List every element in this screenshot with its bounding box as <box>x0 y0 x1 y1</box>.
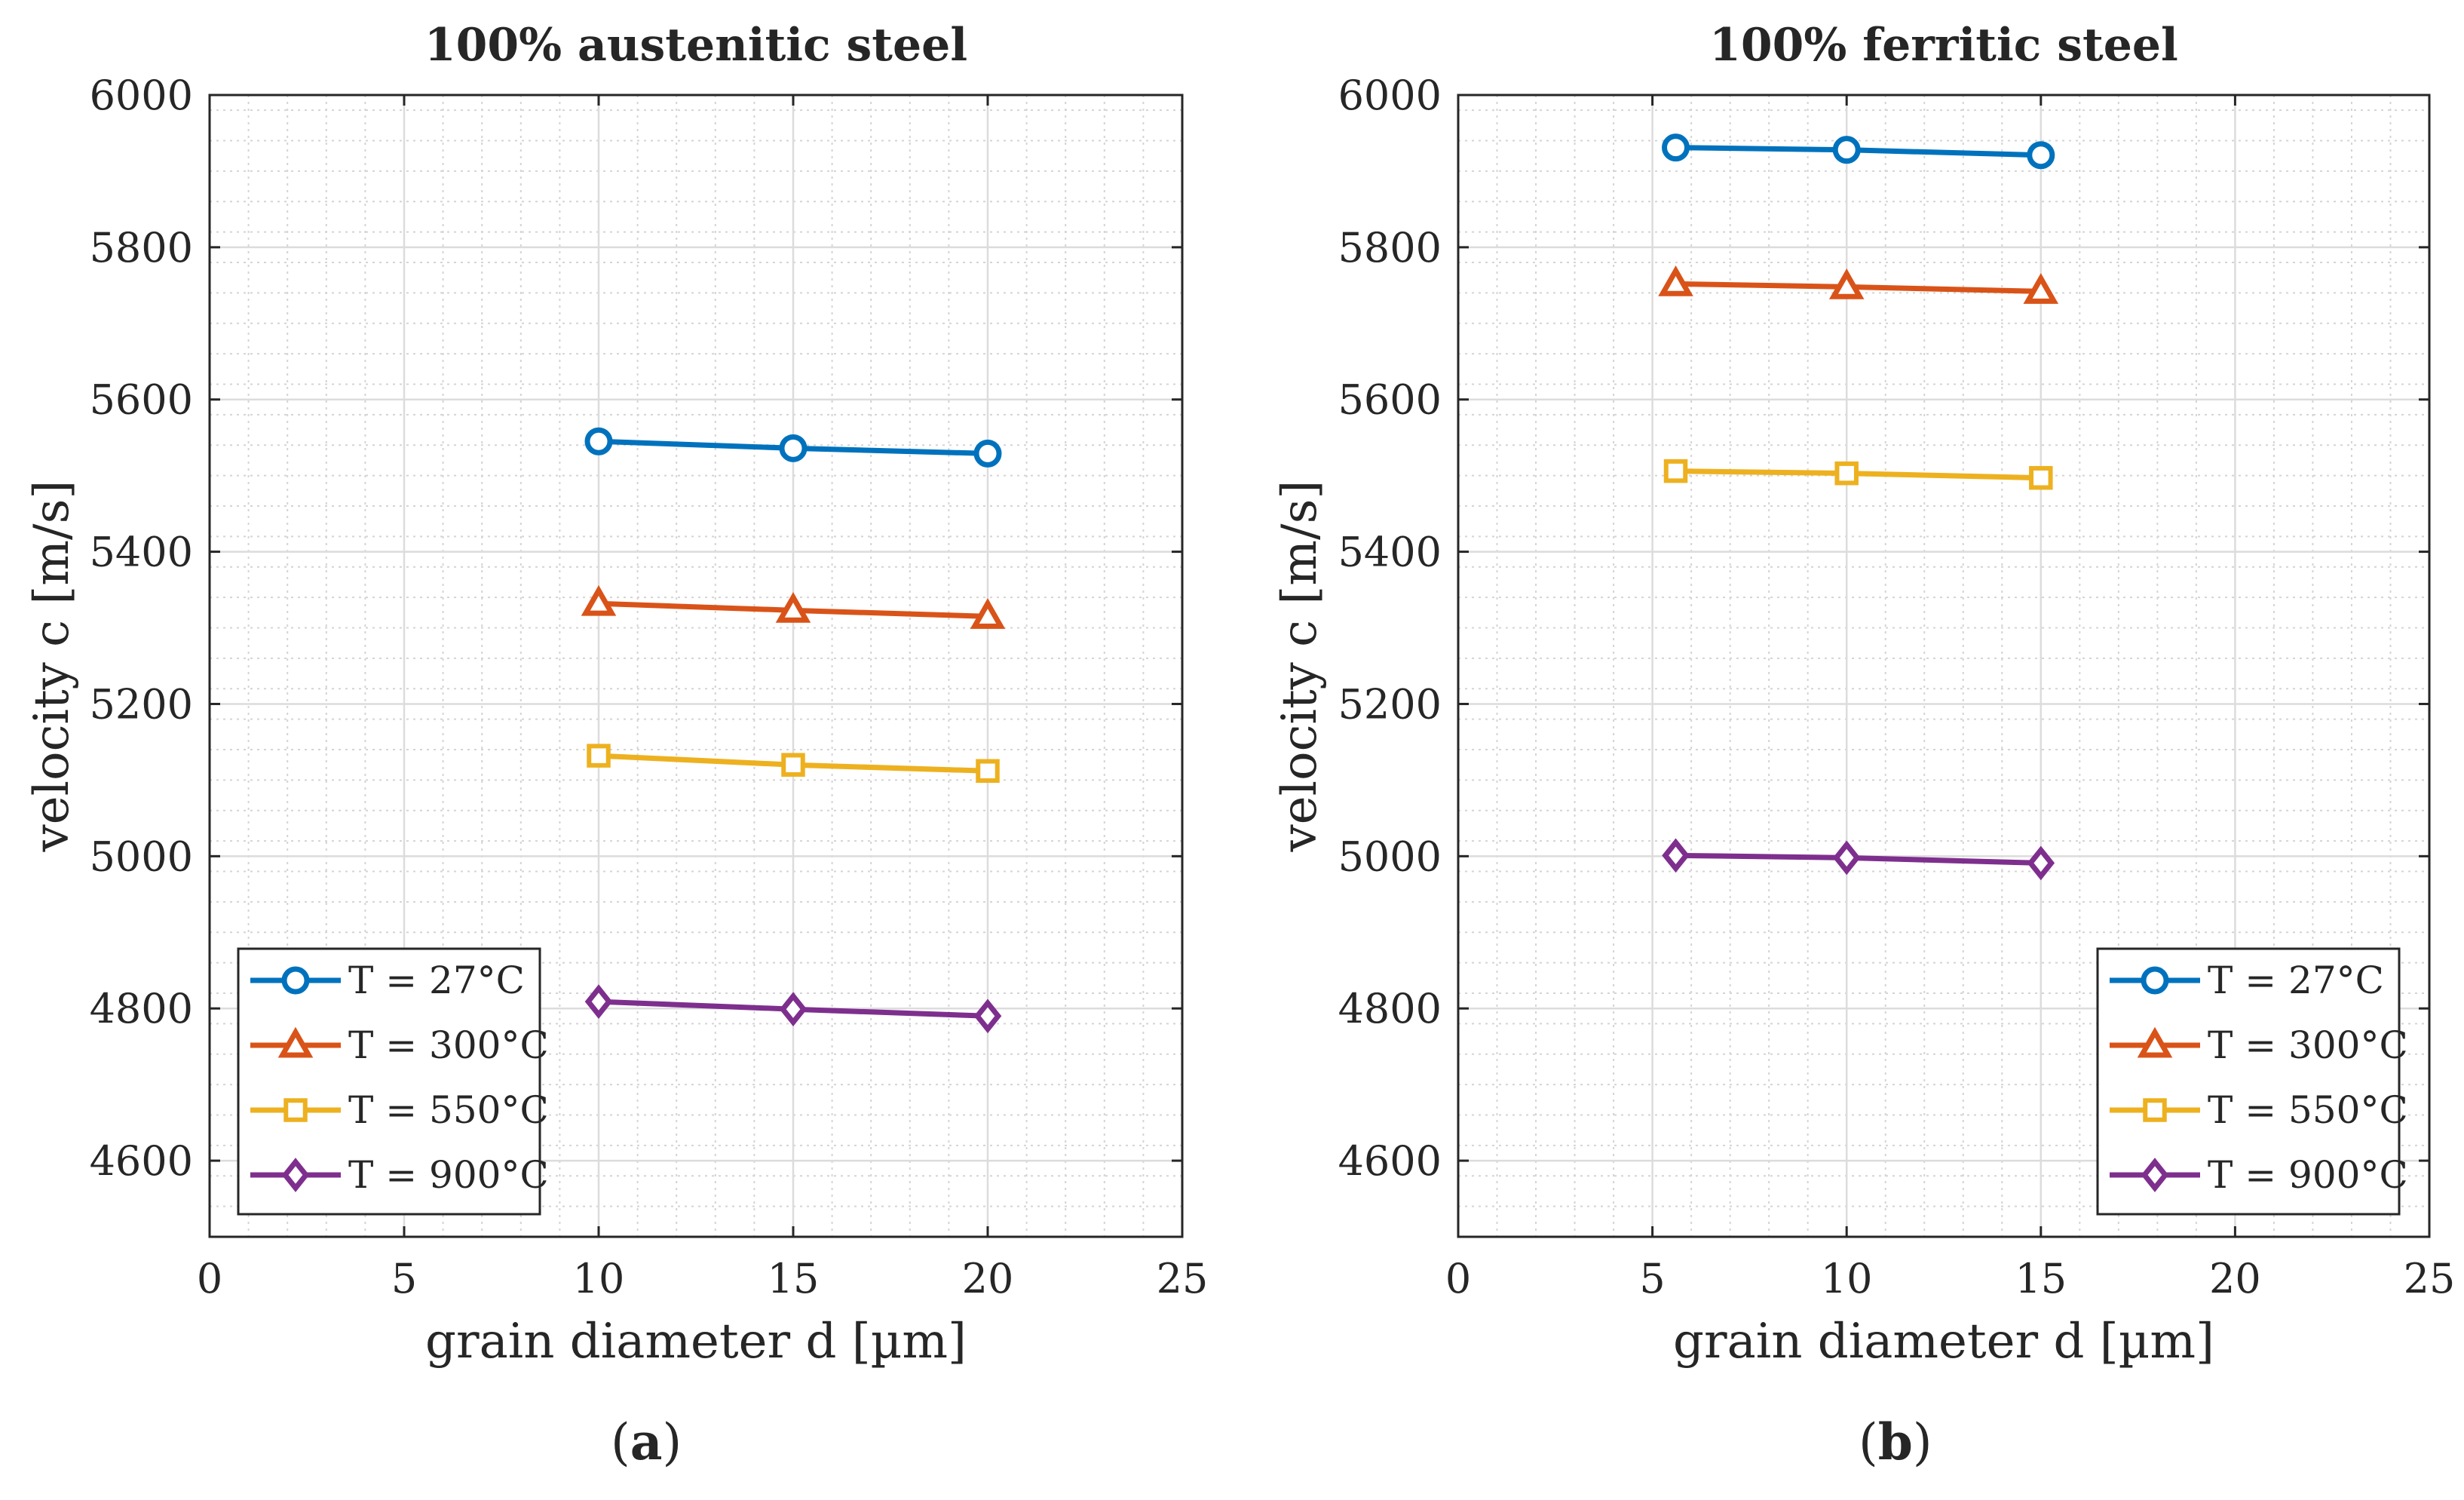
data-point <box>970 598 1006 629</box>
series-1 <box>581 584 1006 629</box>
legend-marker <box>281 966 310 995</box>
legend-marker <box>2143 1098 2167 1122</box>
series-3 <box>584 984 1002 1034</box>
series-1 <box>1658 265 2059 304</box>
chart-title: 100% austenitic steel <box>424 19 967 72</box>
y-axis-label: velocity c [m/s] <box>24 480 80 853</box>
legend-label: T = 27°C <box>2208 959 2384 1002</box>
data-point <box>779 434 808 462</box>
axes-box <box>1457 94 2431 1238</box>
legend-marker <box>2137 1026 2173 1058</box>
data-point <box>1662 133 1690 162</box>
legend: T = 27°C T = 300°C T = 550°C T = 900°C <box>2096 947 2408 1216</box>
data-point <box>1832 840 1861 876</box>
legend-label: T = 300°C <box>2208 1023 2408 1067</box>
x-tick-label: 15 <box>768 1255 820 1302</box>
x-tick-label: 20 <box>962 1255 1014 1302</box>
x-tick-label: 5 <box>391 1255 417 1302</box>
y-tick-label: 4800 <box>90 985 193 1032</box>
legend-label: T = 550°C <box>2208 1088 2408 1132</box>
legend-marker <box>281 1158 310 1192</box>
y-tick-label: 4600 <box>90 1137 193 1185</box>
legend-label: T = 27°C <box>348 959 525 1002</box>
data-point <box>1658 265 1693 296</box>
x-tick-label: 25 <box>1157 1255 1209 1302</box>
data-point <box>2027 845 2055 881</box>
data-point <box>976 759 1000 784</box>
series-0 <box>1662 133 2055 170</box>
panel-label: (a) <box>611 1413 682 1471</box>
series-2 <box>587 744 1000 784</box>
x-tick-label: 0 <box>197 1255 222 1302</box>
legend-marker <box>2141 966 2169 995</box>
y-tick-label: 4600 <box>1338 1137 1442 1185</box>
data-point <box>2027 141 2055 170</box>
panel-a: 0 5 10 15 20 25 4600 4800 5000 5200 5400 5600 5800 60… <box>24 19 1208 1471</box>
data-point <box>584 984 613 1019</box>
y-tick-label: 5200 <box>90 680 193 728</box>
data-point <box>1834 461 1859 486</box>
series-0 <box>584 427 1002 468</box>
y-tick-label: 5800 <box>90 224 193 271</box>
data-point <box>779 992 808 1027</box>
chart-title: 100% ferritic steel <box>1709 19 2178 72</box>
series-3 <box>1662 838 2055 881</box>
data-point <box>973 439 1002 468</box>
y-tick-label: 6000 <box>1338 72 1442 119</box>
data-point <box>584 427 613 456</box>
legend-label: T = 900°C <box>2208 1153 2408 1197</box>
panel-label-close: ) <box>1913 1413 1932 1471</box>
y-tick-label: 5600 <box>1338 376 1442 424</box>
legend-label: T = 550°C <box>348 1088 549 1132</box>
x-tick-label: 15 <box>2015 1255 2067 1302</box>
panel-label: (b) <box>1859 1413 1932 1471</box>
x-tick-label: 25 <box>2404 1255 2456 1302</box>
series-2 <box>1663 459 2053 490</box>
axes-box <box>208 94 1184 1238</box>
x-axis-label: grain diameter d [µm] <box>1673 1314 2214 1370</box>
x-axis-label: grain diameter d [µm] <box>425 1314 967 1370</box>
x-tick-label: 10 <box>573 1255 625 1302</box>
y-tick-label: 5400 <box>1338 529 1442 576</box>
legend-marker <box>277 1026 314 1058</box>
panel-label-open: ( <box>1859 1413 1878 1471</box>
x-tick-label: 5 <box>1639 1255 1665 1302</box>
y-tick-label: 6000 <box>90 72 193 119</box>
data-point <box>1828 268 1865 299</box>
y-tick-label: 5600 <box>90 376 193 424</box>
y-tick-label: 5000 <box>1338 833 1442 880</box>
data-point <box>973 998 1002 1034</box>
y-tick-label: 5400 <box>90 529 193 576</box>
y-tick-label: 5200 <box>1338 680 1442 728</box>
panel-label-close: ) <box>663 1413 682 1471</box>
panel-label-letter: b <box>1878 1413 1913 1471</box>
panel-label-open: ( <box>611 1413 630 1471</box>
data-point <box>2023 273 2059 304</box>
data-point <box>781 753 805 777</box>
legend: T = 27°C T = 300°C T = 550°C T = 900°C <box>237 947 549 1216</box>
data-point <box>587 744 611 768</box>
panel-b: 0 5 10 15 20 25 4600 4800 5000 5200 5400 5600 5800 60… <box>1272 19 2455 1471</box>
y-tick-label: 5800 <box>1338 224 1442 271</box>
data-point <box>1832 136 1861 164</box>
data-point <box>2029 465 2053 490</box>
x-tick-label: 10 <box>1821 1255 1873 1302</box>
legend-label: T = 300°C <box>348 1023 549 1067</box>
x-tick-label: 20 <box>2209 1255 2261 1302</box>
data-point <box>581 584 617 616</box>
y-tick-label: 4800 <box>1338 985 1442 1032</box>
legend-marker <box>2141 1158 2169 1192</box>
data-point <box>775 592 811 623</box>
x-tick-label: 0 <box>1445 1255 1471 1302</box>
legend-marker <box>283 1098 308 1122</box>
y-axis-label: velocity c [m/s] <box>1272 480 1328 853</box>
legend-label: T = 900°C <box>348 1153 549 1197</box>
data-point <box>1663 459 1688 483</box>
panel-label-letter: a <box>630 1413 663 1471</box>
y-tick-label: 5000 <box>90 833 193 880</box>
data-point <box>1662 838 1690 873</box>
